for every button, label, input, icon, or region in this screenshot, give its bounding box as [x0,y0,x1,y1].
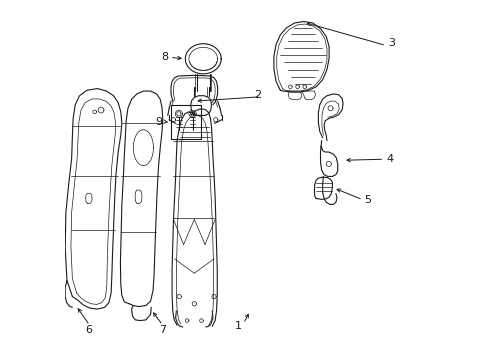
Polygon shape [120,91,163,307]
Text: 4: 4 [386,154,392,164]
Polygon shape [273,22,328,92]
Polygon shape [185,43,220,74]
Bar [171,105,201,139]
Text: 5: 5 [364,195,371,205]
Text: 9: 9 [155,117,162,127]
Text: 7: 7 [159,325,166,335]
Polygon shape [135,190,142,203]
Text: 6: 6 [85,325,92,335]
Text: 3: 3 [387,38,394,48]
Polygon shape [85,193,92,203]
Text: 8: 8 [161,52,168,62]
Text: 1: 1 [235,321,242,331]
Polygon shape [65,89,122,309]
Text: 2: 2 [254,90,261,100]
